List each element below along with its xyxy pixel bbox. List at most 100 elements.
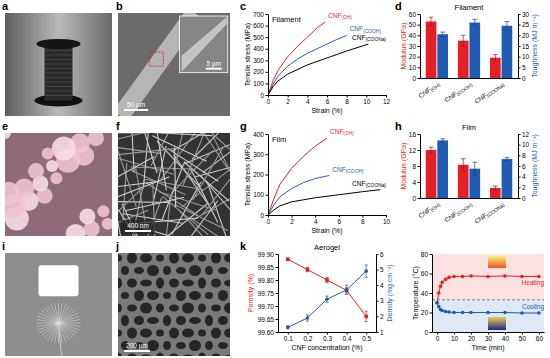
series-line [268, 176, 329, 215]
tick: 8 [518, 152, 526, 159]
chart-title: Aerogel [314, 243, 340, 252]
axis-left: 0481216 [409, 131, 421, 202]
tick: 500 [253, 34, 268, 41]
error-bar [365, 311, 368, 321]
tick-mark [430, 254, 433, 255]
tick-mark [276, 332, 279, 333]
series-line [268, 190, 380, 215]
axis-bottom: 0.10.20.30.40.5 [279, 332, 377, 342]
tick-mark [266, 83, 269, 84]
tick-mark [276, 319, 279, 320]
tick-label: 20 [522, 32, 530, 39]
tick-label: CNF(OH) [417, 80, 442, 101]
tick-label: 300 [253, 57, 264, 64]
tick-mark [518, 145, 521, 146]
panel-label: d [395, 0, 402, 12]
tick-mark [518, 57, 521, 58]
plot-area [432, 254, 544, 332]
tick: 0 [436, 332, 440, 342]
tick-mark [418, 67, 421, 68]
tick-label: 0.1 [284, 335, 293, 342]
marker [440, 309, 444, 313]
marker [435, 301, 439, 305]
marker [437, 291, 441, 295]
tick-label: 4 [306, 98, 310, 105]
tick-mark [276, 280, 279, 281]
tick-label: 10 [522, 141, 530, 148]
series-line [288, 259, 366, 316]
series-label: CNF(COONa) [352, 180, 386, 188]
error-bar [306, 315, 309, 321]
x-axis-title: CNF concentration (%) [291, 344, 362, 352]
tick-label: 30 [485, 335, 493, 342]
tick: 0.5 [362, 332, 371, 342]
marker [306, 268, 310, 272]
axis-line [421, 198, 519, 199]
tick: 0.1 [284, 332, 293, 342]
tick-mark [276, 306, 279, 307]
chart: CNF(OH)CNF(COOH)CNF(COONa)04812160246810… [400, 123, 539, 226]
tick-label: 0 [424, 329, 428, 336]
tick: 3 [376, 297, 384, 304]
tick: 10 [451, 332, 459, 342]
tick-mark [266, 49, 269, 50]
marker [345, 288, 349, 292]
tick: 2 [376, 313, 384, 320]
marker [503, 274, 507, 278]
error-bar [440, 139, 445, 142]
marker [364, 315, 368, 319]
tick: 0.2 [303, 332, 312, 342]
tick-mark [518, 35, 521, 36]
tick-mark [376, 270, 379, 271]
tick-mark [518, 134, 521, 135]
tick-label: 4 [412, 179, 416, 186]
axis-line [376, 255, 377, 333]
error-bar [472, 19, 477, 25]
tick: 400 [253, 45, 268, 52]
tick: 30 [518, 11, 530, 18]
tick-label: 40 [502, 335, 510, 342]
tick-mark [418, 35, 421, 36]
y-axis-title: Tensile stress (MPa) [244, 143, 252, 206]
tick: 5 [376, 266, 384, 273]
chart: 0.10.20.30.40.599.6099.6599.7099.7599.80… [247, 243, 394, 352]
scale-bar [125, 230, 151, 232]
tick: 1 [376, 329, 384, 336]
marker [345, 289, 349, 293]
error-bar [461, 35, 466, 46]
inset-heating [488, 256, 506, 268]
tick-label: 0 [267, 218, 271, 225]
tick-mark [518, 14, 521, 15]
scale-bar-label: 400 nm [127, 222, 149, 229]
tick: 4 [376, 282, 384, 289]
marker [444, 278, 448, 282]
photo-flowers [5, 133, 112, 236]
marker [461, 275, 465, 279]
tick: 16 [409, 131, 420, 138]
photo-spool [5, 13, 112, 116]
tick-mark [266, 14, 269, 15]
figure: CNF(OH)CNF(COOH)CNF(COONa)02468101201002… [0, 0, 550, 358]
tick-label: 0.2 [303, 335, 312, 342]
tick-mark [266, 26, 269, 27]
tick-mark [518, 198, 521, 199]
tick-mark [418, 150, 421, 151]
tick-label: 99.85 [258, 264, 275, 271]
chart: CNF(OH)CNF(COOH)CNF(COONa)02468100100200… [244, 128, 390, 235]
tick-label: 0.4 [343, 335, 352, 342]
tick-mark [266, 215, 269, 216]
tick-mark [418, 198, 421, 199]
tick-label: 6 [337, 218, 341, 225]
series-line [268, 22, 325, 95]
tick-mark [266, 37, 269, 38]
tick-label: 0 [412, 75, 416, 82]
error-bar [505, 157, 510, 160]
error-bar [472, 162, 477, 175]
y-axis-title: Modulus (GPa) [400, 22, 408, 69]
tick-label: 10 [409, 64, 417, 71]
tick: 40 [409, 32, 420, 39]
tick: 0.4 [343, 332, 352, 342]
tick: 300 [253, 57, 268, 64]
tick: 99.75 [258, 290, 278, 297]
tick-mark [376, 316, 379, 317]
